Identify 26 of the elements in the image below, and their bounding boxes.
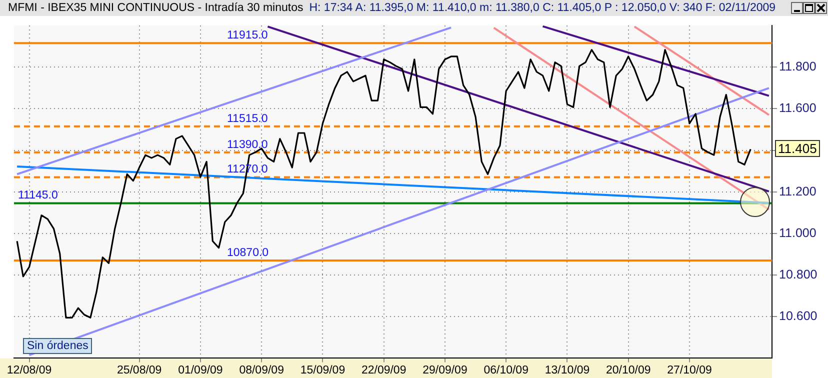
ref-line-label: 11515.0 <box>227 112 268 125</box>
x-tick-label: 12/08/09 <box>6 364 52 376</box>
x-tick-label: 25/08/09 <box>116 364 162 376</box>
x-tick-label: 06/10/09 <box>484 364 528 376</box>
ref-line-label: 11915.0 <box>227 30 268 42</box>
ref-line-label: 11390.0 <box>227 138 268 151</box>
y-tick-label: 10.600 <box>779 309 818 324</box>
x-tick-label: 22/09/09 <box>361 364 406 376</box>
y-tick-label: 11.600 <box>779 101 816 116</box>
ref-line-label: 11145.0 <box>18 190 58 202</box>
x-tick-label: 13/10/09 <box>544 364 590 376</box>
text: 11.405 <box>775 140 820 158</box>
annotation: Sin órdenes <box>23 338 92 354</box>
x-tick-label: 08/09/09 <box>239 364 284 376</box>
y-tick-label: 11.000 <box>779 226 816 240</box>
x-tick-label: 29/09/09 <box>422 364 468 376</box>
x-tick-label: 01/09/09 <box>178 364 223 376</box>
x-tick-label: 20/10/09 <box>606 364 651 376</box>
x-tick-label: 15/09/09 <box>300 364 346 376</box>
y-tick-label: 11.800 <box>779 60 816 74</box>
chart-subtitle: H: 17:34 A: 11.395,0 M: 11.410,0 m: 11.380,0 C: 11.405,0 P : 12.050,0 V: 340 F: 02/11/2009 <box>309 2 776 14</box>
y-tick-label: 10.800 <box>779 267 818 282</box>
x-tick-label: 27/10/09 <box>667 364 712 376</box>
chart-title: MFMI - IBEX35 MINI CONTINUOUS - Intradía 30 minutos <box>8 2 304 14</box>
y-tick-label: 11.200 <box>779 184 816 198</box>
ref-line-label: 10870.0 <box>227 246 269 259</box>
